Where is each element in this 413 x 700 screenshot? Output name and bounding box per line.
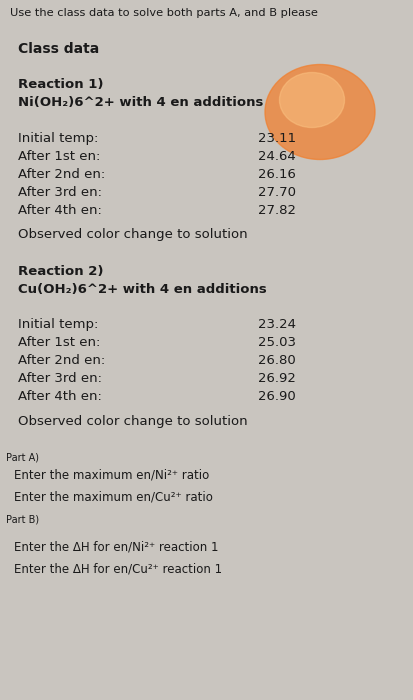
Text: Reaction 1): Reaction 1) <box>18 78 103 91</box>
Text: After 1st en:: After 1st en: <box>18 150 100 163</box>
Text: After 3rd en:: After 3rd en: <box>18 372 102 385</box>
Text: Ni(OH₂)6^2+ with 4 en additions: Ni(OH₂)6^2+ with 4 en additions <box>18 96 263 109</box>
Ellipse shape <box>279 73 344 127</box>
Text: 27.70: 27.70 <box>257 186 295 199</box>
Text: After 4th en:: After 4th en: <box>18 390 102 403</box>
Text: Use the class data to solve both parts A, and B please: Use the class data to solve both parts A… <box>10 8 317 18</box>
Text: Enter the ΔH for en/Cu²⁺ reaction 1: Enter the ΔH for en/Cu²⁺ reaction 1 <box>14 562 222 575</box>
Ellipse shape <box>264 64 374 160</box>
Text: 24.64: 24.64 <box>257 150 295 163</box>
Text: After 2nd en:: After 2nd en: <box>18 168 105 181</box>
Text: Enter the ΔH for en/Ni²⁺ reaction 1: Enter the ΔH for en/Ni²⁺ reaction 1 <box>14 540 218 553</box>
Text: Class data: Class data <box>18 42 99 56</box>
Text: 26.90: 26.90 <box>257 390 295 403</box>
Text: After 2nd en:: After 2nd en: <box>18 354 105 367</box>
Text: Observed color change to solution: Observed color change to solution <box>18 228 247 241</box>
Text: Reaction 2): Reaction 2) <box>18 265 103 278</box>
Text: Part A): Part A) <box>6 452 39 462</box>
Text: 23.24: 23.24 <box>257 318 295 331</box>
Text: Enter the maximum en/Ni²⁺ ratio: Enter the maximum en/Ni²⁺ ratio <box>14 468 209 481</box>
Text: 25.03: 25.03 <box>257 336 295 349</box>
Text: 27.82: 27.82 <box>257 204 295 217</box>
Text: Enter the maximum en/Cu²⁺ ratio: Enter the maximum en/Cu²⁺ ratio <box>14 490 212 503</box>
Text: 26.80: 26.80 <box>257 354 295 367</box>
Text: After 3rd en:: After 3rd en: <box>18 186 102 199</box>
Text: Initial temp:: Initial temp: <box>18 318 98 331</box>
Text: 23.11: 23.11 <box>257 132 295 145</box>
Text: After 4th en:: After 4th en: <box>18 204 102 217</box>
Text: After 1st en:: After 1st en: <box>18 336 100 349</box>
Text: Initial temp:: Initial temp: <box>18 132 98 145</box>
Text: 26.16: 26.16 <box>257 168 295 181</box>
Text: Cu(OH₂)6^2+ with 4 en additions: Cu(OH₂)6^2+ with 4 en additions <box>18 283 266 296</box>
Text: Observed color change to solution: Observed color change to solution <box>18 415 247 428</box>
Text: 26.92: 26.92 <box>257 372 295 385</box>
Text: Part B): Part B) <box>6 514 39 524</box>
